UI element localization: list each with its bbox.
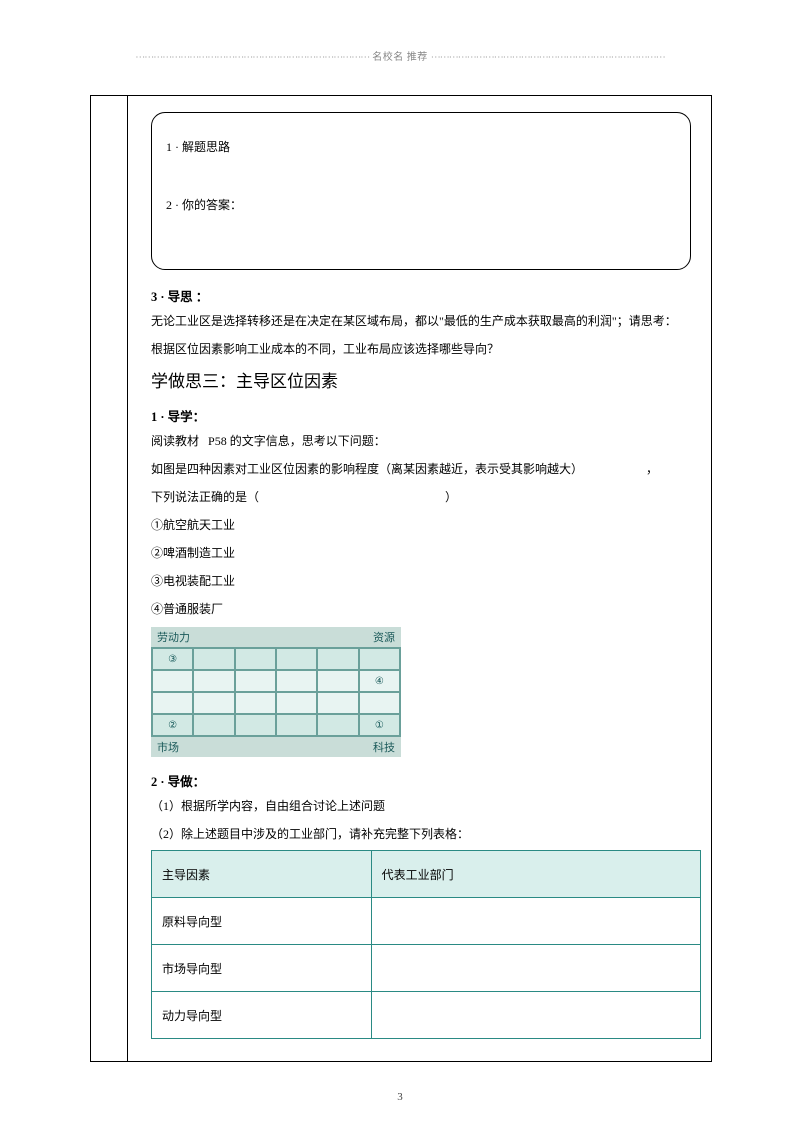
s1p1b: P58 的文字信息，思考以下问题： (208, 434, 386, 448)
table-cell-factor: 市场导向型 (152, 945, 372, 992)
grid-cell (235, 670, 276, 692)
marker-2: ② (168, 720, 177, 731)
grid-cell (276, 692, 317, 714)
grid-cell (235, 714, 276, 736)
header-dots-right: ⋯⋯⋯⋯⋯⋯⋯⋯⋯⋯⋯⋯⋯⋯⋯⋯⋯⋯⋯⋯⋯⋯⋯⋯⋯⋯ (431, 52, 665, 63)
grid-cell (359, 648, 400, 670)
table-header-factor: 主导因素 (152, 851, 372, 898)
option-2: ②啤酒制造工业 (151, 541, 701, 565)
grid-cell (152, 692, 193, 714)
diagram-label-market: 市场 (157, 739, 179, 755)
diagram-grid: ③ ④ (151, 647, 401, 737)
table-cell-industry (371, 992, 700, 1039)
section-3-p1: 无论工业区是选择转移还是在决定在某区域布局，都以"最低的生产成本获取最高的利润"… (151, 309, 701, 333)
marker-1: ① (375, 720, 384, 731)
section-1-p1: 阅读教材 P58 的文字信息，思考以下问题： (151, 429, 701, 453)
page: ⋯⋯⋯⋯⋯⋯⋯⋯⋯⋯⋯⋯⋯⋯⋯⋯⋯⋯⋯⋯⋯⋯⋯⋯⋯⋯ 名校名 推荐 ⋯⋯⋯⋯⋯⋯… (0, 0, 800, 1133)
section-1-p3: 下列说法正确的是（ ） (151, 485, 701, 509)
grid-cell: ④ (359, 670, 400, 692)
section-2-p2: （2）除上述题目中涉及的工业部门，请补充完整下列表格： (151, 822, 701, 846)
grid-cell (317, 670, 358, 692)
diagram-top-labels: 劳动力 资源 (151, 627, 401, 647)
grid-cell (276, 670, 317, 692)
diagram-label-tech: 科技 (373, 739, 395, 755)
diagram-label-resource: 资源 (373, 629, 395, 645)
page-number: 3 (0, 1091, 800, 1103)
table-header-industry: 代表工业部门 (371, 851, 700, 898)
grid-cell (317, 648, 358, 670)
option-4: ④普通服装厂 (151, 597, 701, 621)
answer-box: 1 · 解题思路 2 · 你的答案： (151, 112, 691, 270)
diagram-label-labor: 劳动力 (157, 629, 190, 645)
grid-cell (193, 648, 234, 670)
table-row: 市场导向型 (152, 945, 701, 992)
section-1-heading: 1 · 导学： (151, 406, 701, 425)
grid-cell (317, 714, 358, 736)
grid-cell (276, 648, 317, 670)
table-cell-industry (371, 945, 700, 992)
grid-cell (235, 648, 276, 670)
s1p3: 下列说法正确的是（ (151, 490, 259, 504)
grid-cell (193, 670, 234, 692)
marker-4: ④ (375, 676, 384, 687)
table-cell-factor: 原料导向型 (152, 898, 372, 945)
factor-diagram: 劳动力 资源 ③ ④ (151, 627, 401, 757)
box-line-2: 2 · 你的答案： (166, 193, 676, 217)
s1p1a: 阅读教材 (151, 434, 199, 448)
grid-cell: ② (152, 714, 193, 736)
grid-cell (193, 692, 234, 714)
section-1-p2: 如图是四种因素对工业区位因素的影响程度（离某因素越近，表示受其影响越大） ， (151, 457, 701, 481)
margin-divider (127, 96, 128, 1061)
table-row: 原料导向型 (152, 898, 701, 945)
section-3-heading: 3 · 导思 ： (151, 286, 701, 305)
diagram-bottom-labels: 市场 科技 (151, 737, 401, 757)
grid-cell (152, 670, 193, 692)
grid-cell (276, 714, 317, 736)
section-3-p2: 根据区位因素影响工业成本的不同，工业布局应该选择哪些导向？ (151, 337, 701, 361)
table-row: 动力导向型 (152, 992, 701, 1039)
main-content: 1 · 解题思路 2 · 你的答案： 3 · 导思 ： 无论工业区是选择转移还是… (151, 96, 701, 1039)
s1p2: 如图是四种因素对工业区位因素的影响程度（离某因素越近，表示受其影响越大） (151, 462, 583, 476)
marker-3: ③ (168, 654, 177, 665)
table-cell-factor: 动力导向型 (152, 992, 372, 1039)
box-line-1: 1 · 解题思路 (166, 135, 676, 159)
header-dots-left: ⋯⋯⋯⋯⋯⋯⋯⋯⋯⋯⋯⋯⋯⋯⋯⋯⋯⋯⋯⋯⋯⋯⋯⋯⋯⋯ (135, 52, 369, 63)
factor-table: 主导因素 代表工业部门 原料导向型 市场导向型 动力导向型 (151, 850, 701, 1039)
section-2-heading: 2 · 导做： (151, 771, 701, 790)
s1p3c: ） (445, 490, 457, 504)
section-2-p1: （1）根据所学内容，自由组合讨论上述问题 (151, 794, 701, 818)
grid-cell (359, 692, 400, 714)
table-cell-industry (371, 898, 700, 945)
page-header: ⋯⋯⋯⋯⋯⋯⋯⋯⋯⋯⋯⋯⋯⋯⋯⋯⋯⋯⋯⋯⋯⋯⋯⋯⋯⋯ 名校名 推荐 ⋯⋯⋯⋯⋯⋯… (0, 48, 800, 63)
option-1: ①航空航天工业 (151, 513, 701, 537)
content-frame: 1 · 解题思路 2 · 你的答案： 3 · 导思 ： 无论工业区是选择转移还是… (90, 95, 712, 1062)
s1p2tail: ， (646, 462, 658, 476)
grid-cell (317, 692, 358, 714)
header-title: 名校名 推荐 (372, 52, 428, 63)
main-section-heading: 学做思三：主导区位因素 (151, 367, 701, 392)
grid-cell (235, 692, 276, 714)
grid-cell: ① (359, 714, 400, 736)
grid-cell (193, 714, 234, 736)
table-row: 主导因素 代表工业部门 (152, 851, 701, 898)
option-3: ③电视装配工业 (151, 569, 701, 593)
grid-cell: ③ (152, 648, 193, 670)
